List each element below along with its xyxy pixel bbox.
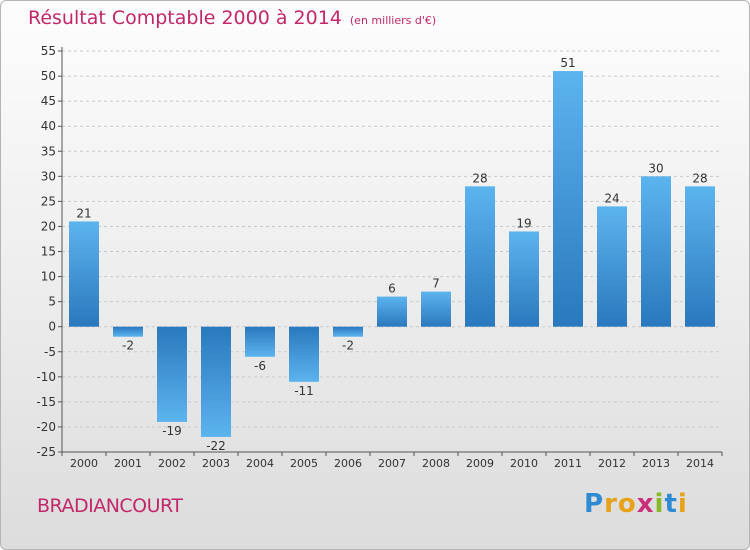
y-tick-label: -5: [44, 345, 56, 359]
logo-letter: x: [636, 489, 655, 519]
bar-2004: [245, 326, 275, 357]
logo-letter: i: [677, 489, 688, 519]
x-tick-label: 2002: [158, 457, 186, 470]
bar-value-label: 28: [472, 171, 487, 185]
bar-2010: [509, 231, 539, 327]
x-tick-label: 2009: [466, 457, 494, 470]
logo-letter: r: [604, 489, 618, 519]
y-tick-label: 25: [41, 194, 56, 208]
bar-value-label: 21: [76, 206, 91, 220]
x-tick-label: 2011: [554, 457, 582, 470]
x-tick-label: 2000: [70, 457, 98, 470]
x-tick-label: 2012: [598, 457, 626, 470]
x-tick-label: 2005: [290, 457, 318, 470]
bars: [69, 71, 715, 437]
bar-2014: [685, 186, 715, 327]
commune-name: BRADIANCOURT: [37, 495, 183, 517]
y-tick-label: -25: [36, 445, 56, 459]
y-tick-label: 0: [48, 320, 56, 334]
chart-title: Résultat Comptable 2000 à 2014: [28, 7, 342, 29]
x-tick-label: 2007: [378, 457, 406, 470]
bar-value-label: -11: [294, 384, 314, 398]
logo-letter: t: [664, 489, 678, 519]
bar-value-label: 51: [560, 56, 575, 70]
bar-value-label: -22: [206, 439, 226, 453]
y-tick-label: -20: [36, 420, 56, 434]
bar-2006: [333, 326, 363, 337]
bar-value-label: 7: [432, 277, 440, 291]
bar-value-label: 19: [516, 216, 531, 230]
bar-2008: [421, 291, 451, 327]
bar-2002: [157, 326, 187, 422]
logo-letter: P: [584, 489, 605, 519]
y-tick-label: 45: [41, 94, 56, 108]
y-tick-label: 10: [41, 270, 56, 284]
bar-value-label: -2: [122, 339, 134, 353]
bar-value-label: -6: [254, 359, 266, 373]
x-tick-label: 2003: [202, 457, 230, 470]
bar-value-label: -2: [342, 339, 354, 353]
chart-subtitle: (en milliers d'€): [349, 14, 437, 27]
bar-2011: [553, 71, 583, 327]
x-tick-label: 2008: [422, 457, 450, 470]
axes: [58, 47, 723, 456]
bar-2003: [201, 326, 231, 437]
x-tick-label: 2010: [510, 457, 538, 470]
bar-2013: [641, 176, 671, 327]
y-tick-label: -10: [36, 370, 56, 384]
bar-2001: [113, 326, 143, 337]
x-tick-label: 2001: [114, 457, 142, 470]
bar-value-label: -19: [162, 424, 182, 438]
bar-2012: [597, 206, 627, 327]
x-tick-label: 2013: [642, 457, 670, 470]
bar-2005: [289, 326, 319, 382]
y-tick-label: 40: [41, 119, 56, 133]
bar-2009: [465, 186, 495, 327]
x-tick-label: 2014: [686, 457, 714, 470]
chart-title-block: Résultat Comptable 2000 à 2014 (en millie…: [28, 7, 436, 29]
y-tick-label: 15: [41, 245, 56, 259]
bar-2000: [69, 221, 99, 327]
y-tick-label: 30: [41, 169, 56, 183]
logo-letter: o: [617, 489, 637, 519]
bar-value-label: 30: [648, 161, 663, 175]
y-tick-label: -15: [36, 395, 56, 409]
y-tick-label: 50: [41, 69, 56, 83]
proxiti-logo: Proxiti: [584, 489, 688, 519]
y-tick-label: 55: [41, 44, 56, 58]
bar-value-label: 6: [388, 282, 396, 296]
y-tick-label: 35: [41, 144, 56, 158]
bar-value-label: 28: [692, 171, 707, 185]
x-tick-label: 2006: [334, 457, 362, 470]
bar-2007: [377, 296, 407, 327]
y-tick-label: 20: [41, 219, 56, 233]
x-tick-label: 2004: [246, 457, 274, 470]
bar-value-label: 24: [604, 191, 619, 205]
y-tick-label: 5: [48, 295, 56, 309]
logo-letter: i: [654, 489, 665, 519]
x-tick-labels: 2000 2001 2002 2003 2004 2005 2006 2007 2008 2009…: [70, 457, 714, 470]
bar-value-labels: 21 -2 -19 -22 -6 -11 -2 6 7 28 19 51 24 30 28: [76, 56, 707, 453]
